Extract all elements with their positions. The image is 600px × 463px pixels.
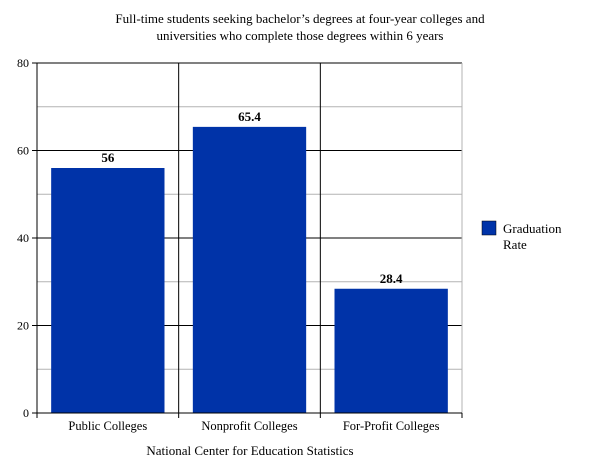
legend: Graduation Rate bbox=[481, 220, 562, 252]
x-tick-label-2: Nonprofit Colleges bbox=[201, 419, 297, 433]
chart-title-line-1: Full-time students seeking bachelor’s de… bbox=[115, 11, 485, 26]
data-labels: 56 65.4 28.4 bbox=[101, 109, 403, 286]
legend-label-line-2: Rate bbox=[503, 237, 527, 252]
y-tick-label: 20 bbox=[17, 319, 29, 333]
legend-swatch bbox=[481, 220, 497, 236]
chart-title-line-2: universities who complete those degrees … bbox=[156, 28, 443, 43]
y-tick-label: 60 bbox=[17, 144, 29, 158]
data-label-2: 65.4 bbox=[238, 109, 261, 124]
y-tick-label: 40 bbox=[17, 231, 29, 245]
data-label-1: 56 bbox=[101, 150, 115, 165]
y-axis: 0 20 40 60 80 bbox=[17, 56, 38, 420]
x-tick-label-1: Public Colleges bbox=[68, 419, 147, 433]
x-tick-label-3: For-Profit Colleges bbox=[343, 419, 440, 433]
bar-1 bbox=[51, 168, 165, 413]
y-tick-label: 0 bbox=[23, 406, 29, 420]
data-label-3: 28.4 bbox=[380, 271, 403, 286]
x-axis-label: National Center for Education Statistics bbox=[146, 443, 353, 458]
bar-2 bbox=[192, 126, 307, 413]
bar-3 bbox=[334, 288, 448, 413]
x-axis: Public Colleges Nonprofit Colleges For-Pro… bbox=[36, 412, 463, 433]
y-tick-label: 80 bbox=[17, 56, 29, 70]
legend-label-line-1: Graduation bbox=[503, 221, 562, 236]
bars bbox=[51, 126, 448, 413]
